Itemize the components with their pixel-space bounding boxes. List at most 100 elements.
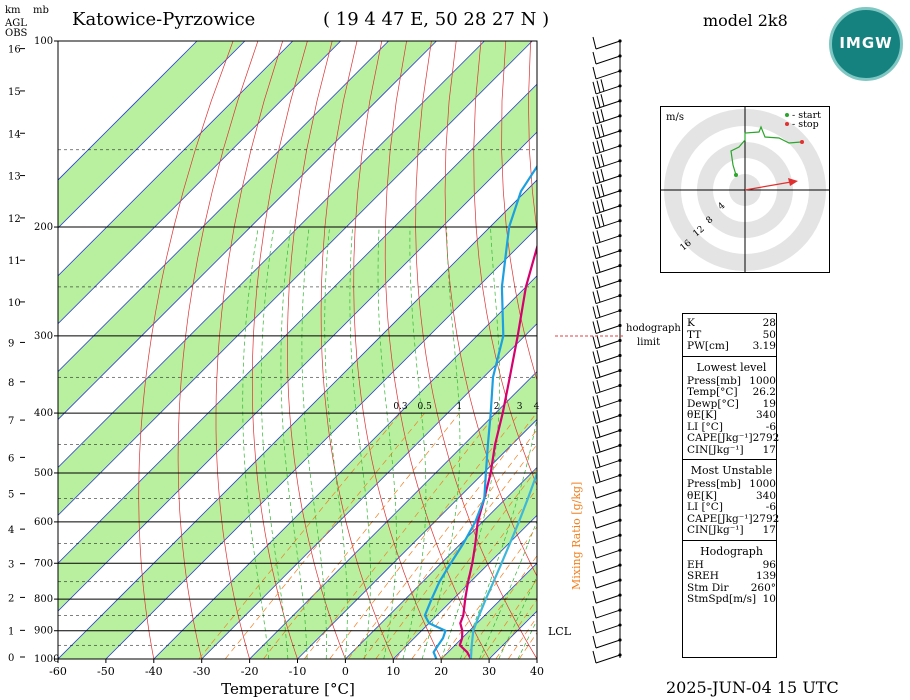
index-row: CIN[Jkg⁻¹] 17 xyxy=(687,524,776,537)
wind-barb-flag xyxy=(596,170,601,183)
isotherm-line xyxy=(58,179,537,659)
height-tick-label: 13 xyxy=(8,172,21,183)
wind-barb-flag xyxy=(596,275,601,288)
wind-barb-flag xyxy=(596,380,601,393)
wind-barb-flag xyxy=(592,486,597,499)
wind-barb-flag xyxy=(592,531,597,544)
pressure-tick-label: 300 xyxy=(34,331,53,342)
index-name: CIN[Jkg⁻¹] xyxy=(687,524,744,536)
temperature-tick-label: -10 xyxy=(289,665,307,678)
index-row: LI [°C] -6 xyxy=(687,421,776,434)
wind-barb-flag xyxy=(596,110,601,123)
height-tick-label: 7 xyxy=(8,416,14,427)
index-row: PW[cm] 3.19 xyxy=(687,340,776,353)
lowest-level-section: Press[mb] 1000 Temp[°C] 26.2 Dewp[°C] 19 θE[K]… xyxy=(687,375,779,457)
wind-barb-staff xyxy=(595,70,621,80)
wind-barb-flag xyxy=(596,350,601,363)
wind-barb-flag xyxy=(592,366,597,379)
index-value: 2792 xyxy=(752,512,780,525)
temperature-tick-label: 30 xyxy=(482,665,496,678)
wind-barb-staff xyxy=(595,519,621,529)
wind-barb-flag xyxy=(592,201,597,214)
isotherm-line xyxy=(153,275,537,659)
ring-label-8: 8 xyxy=(705,215,716,227)
hodograph-units: m/s xyxy=(666,112,684,123)
mixing-ratio-label: 0.3 xyxy=(393,402,408,412)
station-title: Katowice-Pyrzowice xyxy=(72,9,256,30)
wind-barb-flag xyxy=(600,94,605,107)
wind-barb-dot xyxy=(618,129,622,133)
storm-motion-arrowhead xyxy=(788,178,798,186)
moist-adiabat xyxy=(349,226,371,659)
temperature-profile xyxy=(458,243,537,659)
temperature-tick-label: 10 xyxy=(386,665,400,678)
height-tick-label: 0 xyxy=(8,653,14,664)
isotherm-line xyxy=(58,41,198,181)
index-name: CIN[Jkg⁻¹] xyxy=(687,443,744,456)
wind-barb-flag xyxy=(592,561,597,574)
legend-start-dot xyxy=(785,113,789,117)
temperature-tick-label: 20 xyxy=(434,665,448,678)
most-unstable-title: Most Unstable xyxy=(690,464,773,477)
index-value: 340 xyxy=(755,409,776,421)
station-coordinates: ( 19 4 47 E, 50 28 27 N ) xyxy=(323,9,550,30)
ring-label-4: 4 xyxy=(717,201,728,213)
index-name: Dewp[°C] xyxy=(687,397,739,410)
wind-barb-flag xyxy=(600,184,605,197)
index-row: CAPE[Jkg⁻¹] 2792 xyxy=(687,512,779,526)
hodograph-limit-label-1: hodograph xyxy=(626,323,681,334)
wind-barb-flag xyxy=(596,215,601,228)
wind-barb-flag xyxy=(592,36,597,50)
wind-barb-flag xyxy=(596,140,601,153)
wind-barb-flag xyxy=(596,200,601,213)
isotherm-line xyxy=(201,323,537,659)
index-row: LI [°C] -6 xyxy=(687,501,776,514)
index-name: Press[mb] xyxy=(687,478,741,490)
temperature-tick-label: 0 xyxy=(342,665,349,678)
index-row: K 28 xyxy=(687,317,776,330)
wind-barb-flag xyxy=(600,124,605,137)
index-name: θE[K] xyxy=(687,489,718,502)
wind-barb-flag xyxy=(596,305,601,318)
height-tick-label: 6 xyxy=(8,453,14,464)
model-name: model 2k8 xyxy=(703,11,788,30)
isotherm-line xyxy=(58,41,485,468)
index-value: 2792 xyxy=(752,432,780,444)
index-name: LI [°C] xyxy=(687,501,723,513)
hodograph-limit-label-2: limit xyxy=(637,337,661,348)
isotherm-line xyxy=(58,41,294,277)
indices-top-section: K 28 TT 50 PW[cm] 3.19 xyxy=(687,317,776,353)
wind-barb-flag xyxy=(592,546,597,559)
height-tick-label: 9 xyxy=(8,338,14,349)
legend-start-label: - start xyxy=(792,110,821,121)
pressure-tick-label: 1000 xyxy=(34,654,59,665)
lowest-level-title: Lowest level xyxy=(696,360,767,374)
wind-barb-flag xyxy=(596,80,601,93)
index-value: -6 xyxy=(765,501,776,513)
index-row: TT 50 xyxy=(687,328,776,342)
index-name: CAPE[Jkg⁻¹] xyxy=(687,512,753,525)
height-tick-label: 4 xyxy=(8,525,14,536)
index-name: PW[cm] xyxy=(687,340,729,352)
index-value: 19 xyxy=(762,397,776,410)
index-value: 139 xyxy=(755,570,776,582)
wind-barb-staff xyxy=(595,564,621,574)
mixing-ratio-line xyxy=(518,631,537,659)
pressure-tick-label: 500 xyxy=(34,468,53,479)
mixing-ratio-label: 4 xyxy=(534,402,540,412)
wind-barb-flag xyxy=(596,424,601,438)
index-name: TT xyxy=(687,328,702,341)
height-tick-label: 12 xyxy=(8,214,21,225)
moist-adiabat xyxy=(498,575,537,659)
index-row: θE[K] 340 xyxy=(687,409,776,422)
isotherm-line xyxy=(58,41,533,516)
wind-barb-flag xyxy=(600,154,605,167)
wind-barb-flag xyxy=(592,261,597,274)
wind-barb-staff xyxy=(595,654,621,664)
wind-barb-flag xyxy=(592,171,597,184)
wind-barb-flag xyxy=(592,411,597,424)
wind-barb-dot xyxy=(618,204,622,208)
wind-barb-staff xyxy=(595,549,621,559)
wind-barb-flag xyxy=(596,125,601,138)
temperature-tick-label: -60 xyxy=(49,665,67,678)
